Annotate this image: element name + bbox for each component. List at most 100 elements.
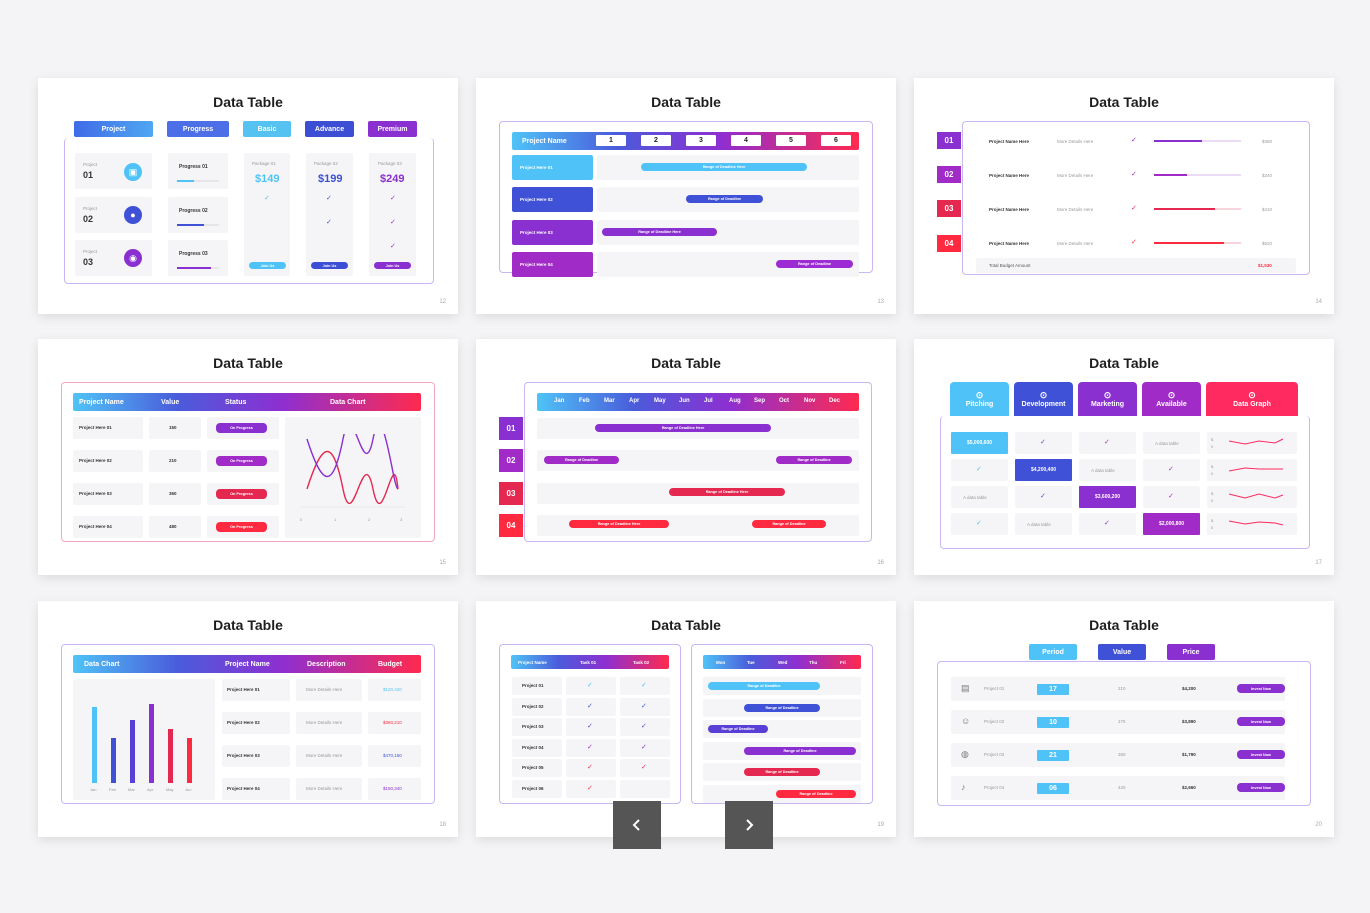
progress-bar	[177, 267, 219, 269]
period-value: 10	[1037, 717, 1069, 728]
check-icon: ✓	[976, 520, 982, 527]
period-value: 21	[1037, 750, 1069, 761]
check-icon: ✓	[1168, 466, 1174, 473]
project-name: Project Here 02	[79, 458, 112, 463]
project-budget: $150,340	[383, 786, 402, 791]
cell	[566, 718, 616, 736]
check-icon: ✓	[641, 743, 647, 751]
slide-15[interactable]: Data Table Project Name Value Status Dat…	[38, 339, 458, 575]
package-price: $199	[318, 173, 343, 185]
progress-bar	[1154, 174, 1241, 176]
deadline-bar: Range of Deadline Here	[641, 163, 807, 171]
next-button[interactable]	[725, 801, 773, 849]
check-icon: ✓	[1131, 205, 1137, 212]
cell-text: A data table	[963, 495, 987, 500]
month-label: Oct	[779, 398, 790, 404]
project-num: 02	[83, 214, 94, 224]
folder-icon: ▤	[961, 683, 970, 693]
slide-13[interactable]: Data Table Project Name 1 2 3 4 5 6 Proj…	[476, 78, 896, 314]
invest-now-button[interactable]: Invest Now	[1237, 783, 1285, 792]
deadline-bar: Range of Deadline	[744, 703, 820, 712]
check-icon: ✓	[641, 723, 647, 730]
status-badge: On Progress	[216, 489, 267, 499]
check-icon: ✓	[587, 743, 593, 751]
month-label: Jan	[90, 787, 97, 792]
deadline-bar: Range of Deadline Here	[569, 520, 669, 528]
project-detail: More Details Here	[1057, 207, 1094, 212]
join-us-button[interactable]: Join Us	[311, 262, 348, 269]
cell	[149, 516, 201, 538]
row-number: 01	[499, 417, 523, 440]
project-name: Project Here 03	[227, 753, 260, 758]
join-us-button[interactable]: Join Us	[249, 262, 286, 269]
slide-17[interactable]: Data Table ⊙ Pitching ⊙ Development ⊙ Marke…	[914, 339, 1334, 575]
col-header-task-02: Task 02	[633, 660, 650, 665]
project-label: Project	[83, 249, 98, 254]
col-header-project: Project	[74, 121, 153, 137]
page-number: 20	[1315, 822, 1322, 828]
project-name: Project 01	[522, 683, 544, 688]
slide-18[interactable]: Data Table Data Chart Project Name Descr…	[38, 601, 458, 837]
cell	[222, 745, 290, 767]
package-label: Package 03	[378, 161, 402, 166]
col-header-available: ⊙ Available	[1142, 382, 1201, 416]
cell	[620, 759, 670, 777]
table-frame	[64, 138, 434, 284]
col-number: 5	[776, 135, 806, 146]
check-icon: ✓	[326, 219, 332, 226]
deadline-bar: Range of Deadline Here	[669, 488, 785, 496]
project-name: Project 06	[522, 785, 544, 791]
page-number: 12	[439, 299, 446, 305]
project-name: Project 03	[984, 752, 1005, 757]
slide-19[interactable]: Data Table Project Name Task 01 Task 02 …	[476, 601, 896, 837]
cell	[1143, 459, 1200, 481]
check-icon: ✓	[1040, 439, 1046, 446]
row-number: 03	[937, 200, 961, 217]
slide-12[interactable]: Data Table Project Progress Basic Advanc…	[38, 78, 458, 314]
month-label: Jun	[185, 787, 192, 792]
deadline-bar: Range of Deadline	[744, 768, 820, 776]
invest-now-button[interactable]: Invest Now	[1237, 717, 1285, 726]
project-detail: More Details Here	[1057, 173, 1094, 178]
progress-bar	[177, 180, 219, 182]
project-detail: More Details Here	[1057, 241, 1094, 246]
project-label: Project	[83, 206, 98, 211]
cell-text: A data table	[1091, 468, 1115, 473]
page-number: 16	[877, 560, 884, 566]
col-header-value: Value	[1098, 644, 1146, 660]
slide-20[interactable]: Data Table Period Value Price 20 ▤ Projec…	[914, 601, 1334, 837]
project-num: 03	[83, 257, 94, 267]
deadline-bar: Range of Deadline	[776, 260, 853, 268]
project-value: 360	[169, 491, 177, 496]
cell	[512, 759, 562, 777]
cell	[1079, 513, 1136, 535]
col-header-progress: Progress	[167, 121, 229, 137]
check-icon: ✓	[1131, 137, 1137, 144]
row-value: $360	[1262, 139, 1273, 144]
cell	[296, 778, 362, 800]
chevron-left-icon	[632, 819, 640, 831]
price-text: $3,890	[1182, 719, 1196, 724]
prev-button[interactable]	[613, 801, 661, 849]
price-text: $2,660	[1182, 785, 1196, 790]
bar	[130, 720, 135, 783]
slide-title: Data Table	[1089, 94, 1159, 110]
project-row-label: Project Here 01	[512, 155, 593, 180]
cell	[1015, 432, 1072, 454]
row-number: 03	[499, 482, 523, 505]
invest-now-button[interactable]: Invest Now	[1237, 684, 1285, 693]
slide-14[interactable]: Data Table 01 02 03 04 Project Name Here…	[914, 78, 1334, 314]
slide-16[interactable]: Data Table 01 02 03 04 Range of Deadline…	[476, 339, 896, 575]
project-label: Project	[83, 162, 98, 167]
price-text: $1,790	[1182, 752, 1196, 757]
cell	[368, 778, 421, 800]
briefcase-icon: ▣	[124, 163, 142, 181]
deadline-bar: Range of Deadline Here	[595, 424, 771, 432]
graph-icon: ⊙	[1248, 390, 1256, 400]
invest-now-button[interactable]: Invest Now	[1237, 750, 1285, 759]
cell	[222, 679, 290, 701]
project-name: Project Here 01	[227, 687, 260, 692]
join-us-button[interactable]: Join Us	[374, 262, 411, 269]
col-header-price: Price	[1167, 644, 1215, 660]
header-label: Available	[1156, 401, 1187, 408]
